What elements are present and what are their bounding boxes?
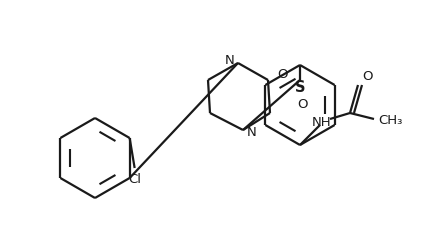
Text: NH: NH [312,117,332,129]
Text: O: O [297,98,307,112]
Text: N: N [224,55,234,67]
Text: S: S [295,80,305,94]
Text: CH₃: CH₃ [378,115,402,127]
Text: Cl: Cl [128,173,141,186]
Text: O: O [277,68,287,82]
Text: N: N [247,125,257,138]
Text: O: O [362,70,373,83]
